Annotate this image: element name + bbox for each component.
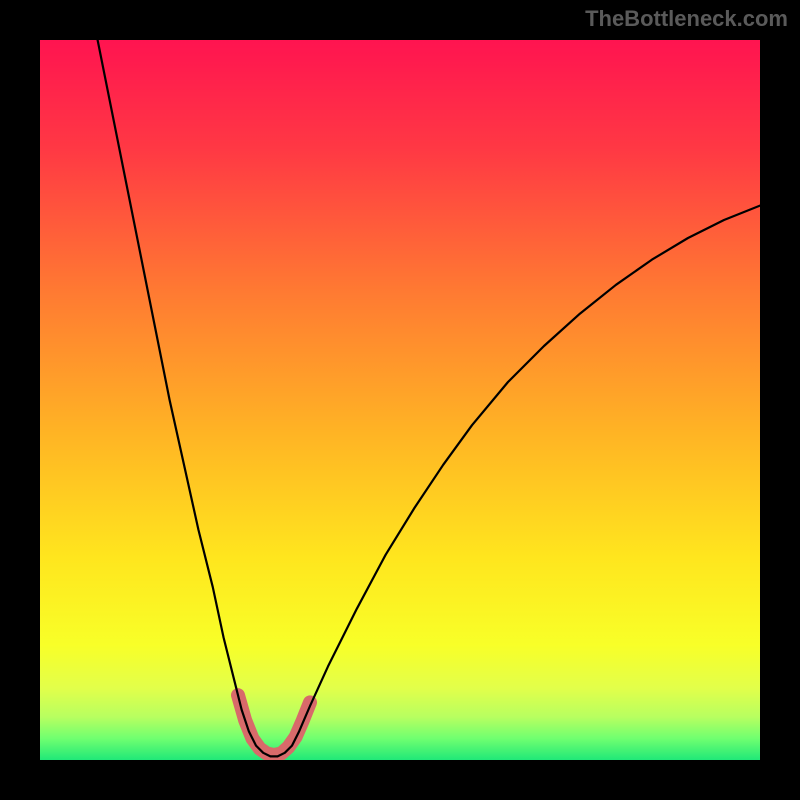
highlight-v-segment — [238, 695, 310, 755]
bottleneck-curve — [98, 40, 760, 756]
curve-layer — [40, 40, 760, 760]
plot-area — [40, 40, 760, 760]
watermark-text: TheBottleneck.com — [585, 6, 788, 32]
